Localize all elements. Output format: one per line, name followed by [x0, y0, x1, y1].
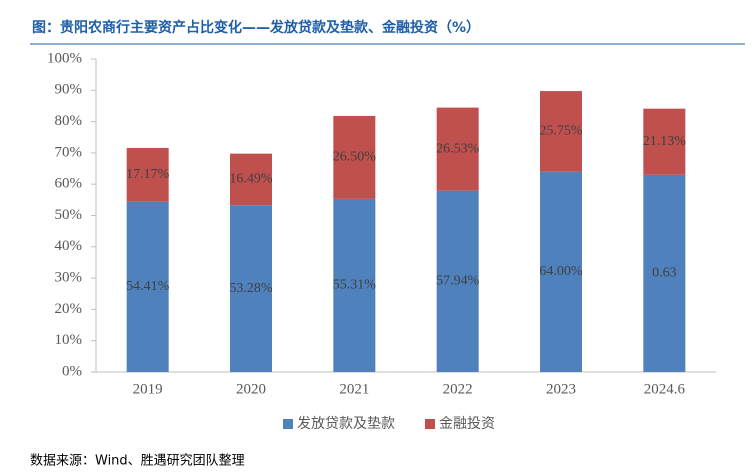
data-label: 16.49% [229, 172, 273, 187]
data-label: 0.63 [652, 266, 677, 281]
chart-title: 图：贵阳农商行主要资产占比变化——发放贷款及垫款、金融投资（%） [32, 19, 480, 36]
bar-segment [126, 201, 169, 372]
bar-segment [540, 171, 582, 372]
y-tick-label: 20% [55, 301, 83, 317]
y-tick-label: 80% [55, 113, 83, 129]
data-label: 55.31% [333, 278, 377, 293]
data-label: 21.13% [643, 134, 687, 149]
x-tick-label: 2021 [339, 381, 369, 397]
y-tick-label: 30% [55, 270, 83, 286]
bar-segment [126, 147, 169, 202]
data-label: 25.75% [539, 124, 583, 139]
data-label: 53.28% [229, 281, 273, 296]
legend-label: 金融投资 [439, 416, 495, 432]
bar-segment [333, 115, 376, 199]
legend-swatch [283, 419, 293, 429]
x-tick-label: 2020 [236, 381, 266, 397]
x-tick-label: 2023 [546, 381, 576, 397]
data-label: 17.17% [126, 167, 170, 182]
bar-segment [540, 91, 582, 172]
data-label: 64.00% [539, 264, 583, 279]
x-tick-label: 2024.6 [644, 381, 686, 397]
y-tick-label: 60% [55, 176, 83, 192]
legend-swatch [425, 419, 435, 429]
y-tick-label: 50% [55, 207, 83, 223]
bar-segment [230, 205, 272, 372]
y-tick-label: 10% [55, 332, 83, 348]
y-tick-label: 40% [55, 238, 83, 254]
bar-segment [643, 108, 686, 175]
legend-label: 发放贷款及垫款 [297, 416, 395, 432]
data-label: 26.53% [436, 141, 480, 156]
bar-segment [333, 198, 376, 372]
x-tick-label: 2022 [443, 381, 473, 397]
bar-segment [643, 174, 686, 372]
data-label: 54.41% [126, 279, 170, 294]
y-tick-label: 70% [55, 144, 83, 160]
x-tick-label: 2019 [133, 381, 163, 397]
bar-segment [436, 107, 479, 191]
data-label: 57.94% [436, 274, 480, 289]
source-note: 数据来源：Wind、胜遇研究团队整理 [30, 454, 245, 469]
bar-segment [436, 190, 479, 372]
y-tick-label: 0% [62, 363, 82, 379]
y-tick-label: 100% [47, 50, 82, 66]
bar-segment [230, 153, 272, 206]
y-tick-label: 90% [55, 82, 83, 98]
data-label: 26.50% [333, 150, 377, 165]
